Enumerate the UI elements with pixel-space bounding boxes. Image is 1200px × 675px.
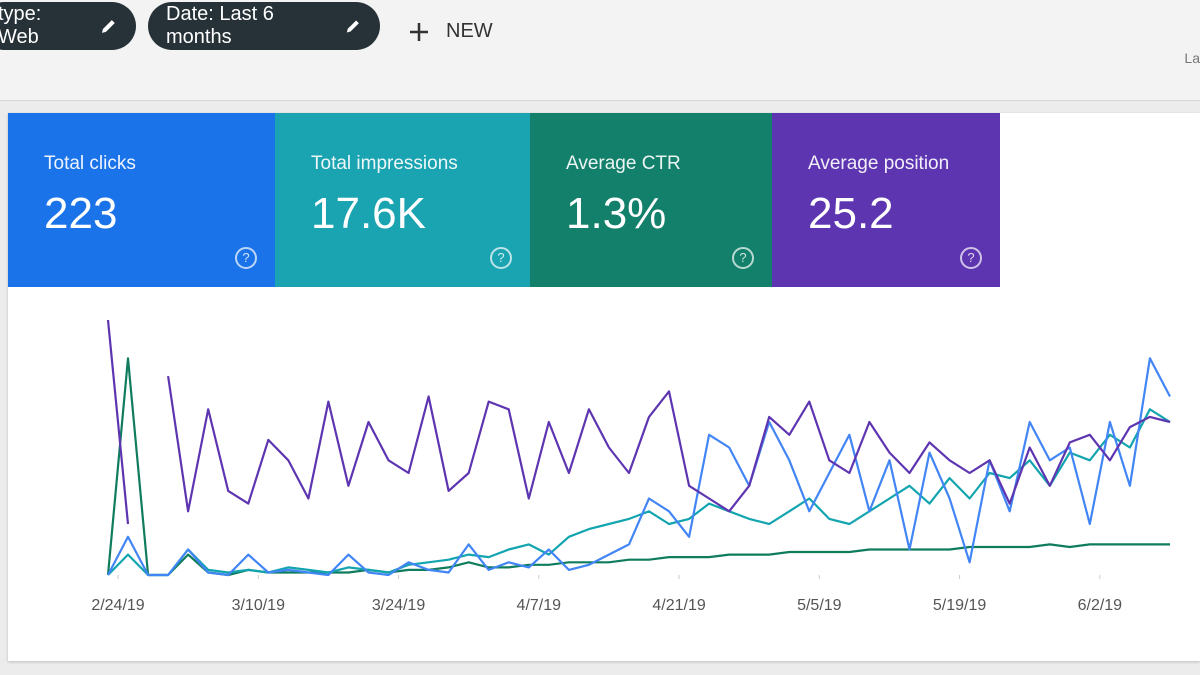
new-button[interactable]: NEW: [408, 20, 493, 43]
series-line: [106, 319, 1171, 525]
series-line: [107, 357, 1171, 577]
metric-value: 17.6K: [311, 189, 426, 238]
x-tick-label: 3/24/19: [372, 597, 425, 614]
metric-card[interactable]: Average CTR 1.3%?: [530, 113, 772, 287]
x-tick-label: 5/19/19: [933, 597, 986, 614]
help-icon: ?: [732, 247, 754, 269]
edit-icon: [102, 20, 116, 33]
chip-label: type: Web: [0, 3, 42, 48]
series-line: [106, 357, 1170, 577]
metric-value: 223: [44, 189, 118, 238]
metric-card[interactable]: Total impressions 17.6K?: [275, 113, 530, 287]
metric-card[interactable]: Total clicks 223?: [8, 113, 275, 287]
metric-label: Total impressions: [311, 153, 458, 174]
edit-icon: [347, 20, 360, 33]
x-tick-label: 3/10/19: [232, 597, 285, 614]
metric-card[interactable]: Average position 25.2?: [772, 113, 1000, 287]
corner-text: La: [1184, 50, 1200, 66]
new-label: NEW: [446, 20, 493, 42]
help-icon: ?: [490, 247, 512, 269]
metric-label: Average CTR: [566, 153, 681, 174]
series-line: [107, 408, 1171, 577]
plus-icon: [410, 22, 428, 41]
x-tick-label: 2/24/19: [91, 597, 144, 614]
toolbar: type: Web Date: Last 6 months NEW La: [0, 0, 1200, 101]
metric-label: Average position: [808, 153, 950, 174]
chip-label: Date: Last 6 months: [166, 3, 274, 48]
x-tick-label: 4/21/19: [652, 597, 705, 614]
help-icon: ?: [960, 247, 982, 269]
filter-chip[interactable]: type: Web: [0, 2, 136, 50]
x-tick-label: 5/5/19: [797, 597, 842, 614]
filter-chip[interactable]: Date: Last 6 months: [148, 2, 380, 50]
metric-value: 1.3%: [566, 189, 667, 238]
x-tick-label: 4/7/19: [517, 597, 562, 614]
metric-value: 25.2: [808, 189, 894, 238]
x-tick-label: 6/2/19: [1078, 597, 1123, 614]
help-icon: ?: [235, 247, 257, 269]
metric-label: Total clicks: [44, 153, 136, 174]
